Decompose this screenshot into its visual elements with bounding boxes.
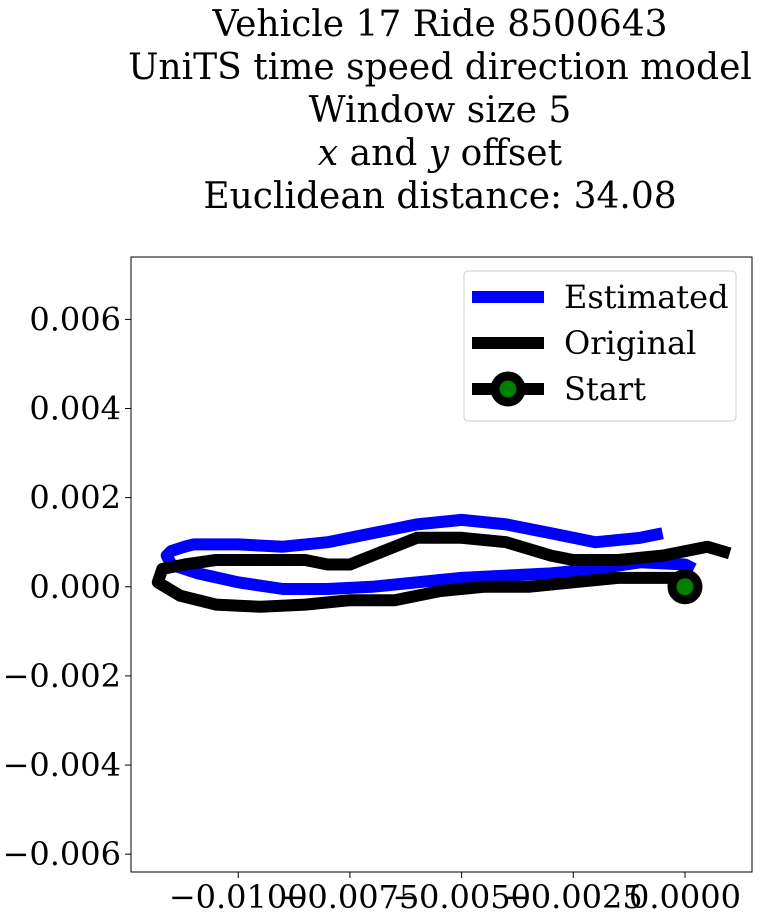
title-line-4-offset: offset [449, 133, 562, 174]
series-point-start [667, 569, 703, 605]
legend-label-estimated: Estimated [564, 278, 729, 316]
y-tick-label: 0.000 [29, 568, 121, 606]
title-line-4-y: y [427, 133, 450, 174]
x-tick-label: 0.0000 [629, 878, 741, 916]
x-tick-label: −0.0025 [504, 878, 643, 916]
legend-label-original: Original [564, 324, 696, 362]
y-axis: −0.006 −0.004 −0.002 0.000 0.002 0.004 0.006 [3, 300, 131, 873]
title-line-4-x: x [318, 133, 338, 174]
series-line-estimated [160, 513, 697, 595]
legend: Estimated Original Start [463, 270, 737, 422]
x-tick-label: −0.0075 [281, 878, 420, 916]
legend-marker-start [490, 371, 526, 407]
legend-label-start: Start [564, 370, 646, 408]
x-tick-label: −0.0050 [392, 878, 531, 916]
y-tick-label: −0.004 [3, 746, 121, 784]
y-tick-label: 0.004 [29, 390, 121, 428]
title-line-1: Vehicle 17 Ride 8500643 [211, 4, 667, 45]
title-line-4: x and y offset [318, 133, 563, 174]
title-line-2: UniTS time speed direction model [128, 47, 752, 88]
series-layer [151, 513, 732, 613]
x-tick-label: −0.0100 [169, 878, 308, 916]
title-line-3: Window size 5 [309, 90, 572, 131]
title-line-5: Euclidean distance: 34.08 [203, 176, 676, 217]
y-tick-label: 0.006 [29, 300, 121, 338]
title-line-4-and: and [338, 133, 429, 174]
series-line-original [151, 531, 732, 613]
y-tick-label: −0.006 [3, 835, 121, 873]
y-tick-label: 0.002 [29, 479, 121, 517]
y-tick-label: −0.002 [3, 657, 121, 695]
chart-title: Vehicle 17 Ride 8500643 UniTS time speed… [128, 4, 752, 217]
